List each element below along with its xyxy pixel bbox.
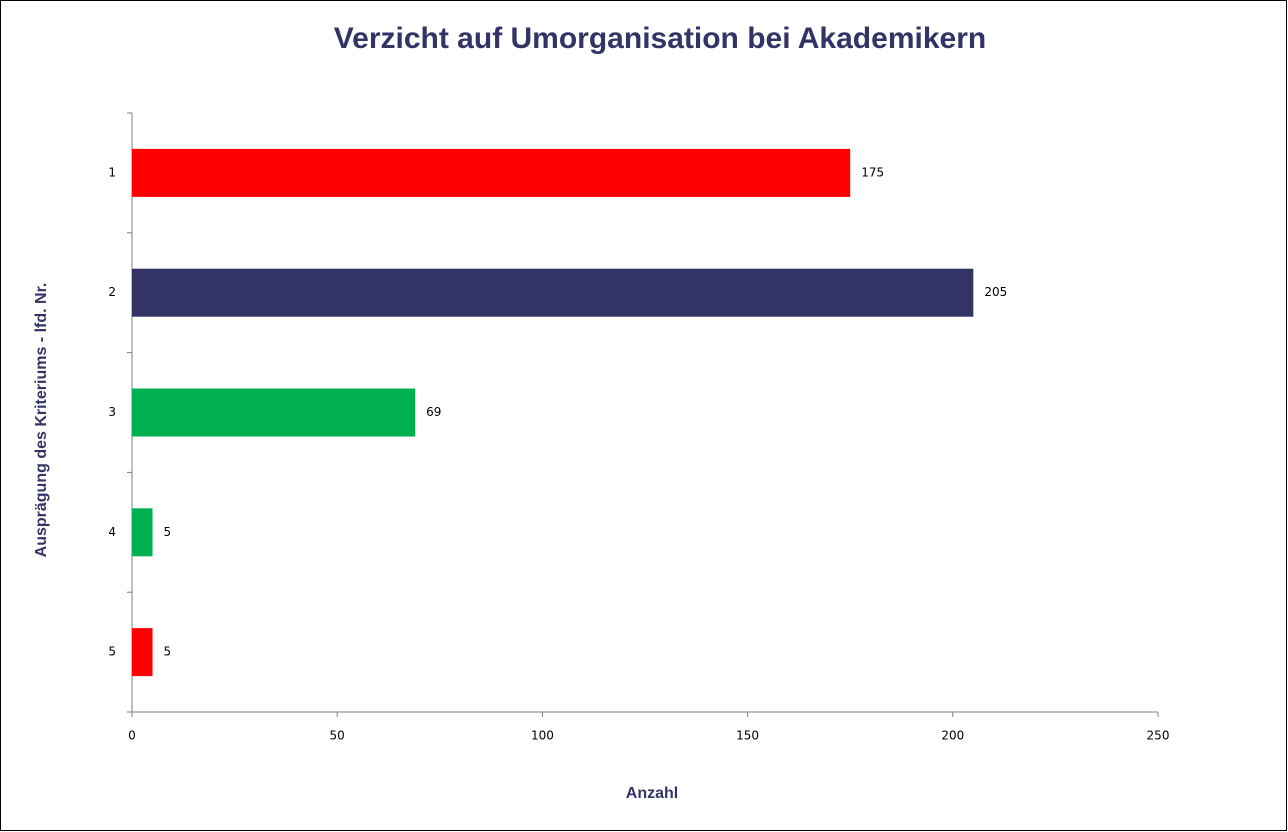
y-tick-label: 5	[108, 645, 116, 659]
y-tick-label: 1	[108, 165, 116, 179]
x-tick-label: 200	[941, 729, 964, 743]
data-label: 5	[164, 645, 172, 659]
x-tick-label: 50	[330, 729, 345, 743]
y-tick-label: 2	[108, 285, 116, 299]
x-tick-label: 100	[531, 729, 554, 743]
chart-title: Verzicht auf Umorganisation bei Akademik…	[334, 22, 986, 55]
data-label: 69	[426, 405, 441, 419]
y-tick-label: 3	[108, 405, 116, 419]
bar	[132, 628, 153, 677]
bar	[132, 508, 153, 557]
y-axis-label: Ausprägung des Kriteriums - lfd. Nr.	[33, 283, 50, 558]
x-axis-label: Anzahl	[626, 785, 678, 802]
y-tick-label: 4	[108, 525, 116, 539]
bar	[132, 388, 416, 437]
data-label: 205	[984, 285, 1007, 299]
data-label: 5	[164, 525, 172, 539]
data-label: 175	[861, 165, 884, 179]
bar	[132, 148, 851, 197]
bar	[132, 268, 974, 317]
x-tick-label: 0	[128, 729, 136, 743]
x-tick-label: 150	[736, 729, 759, 743]
x-tick-label: 250	[1147, 729, 1170, 743]
